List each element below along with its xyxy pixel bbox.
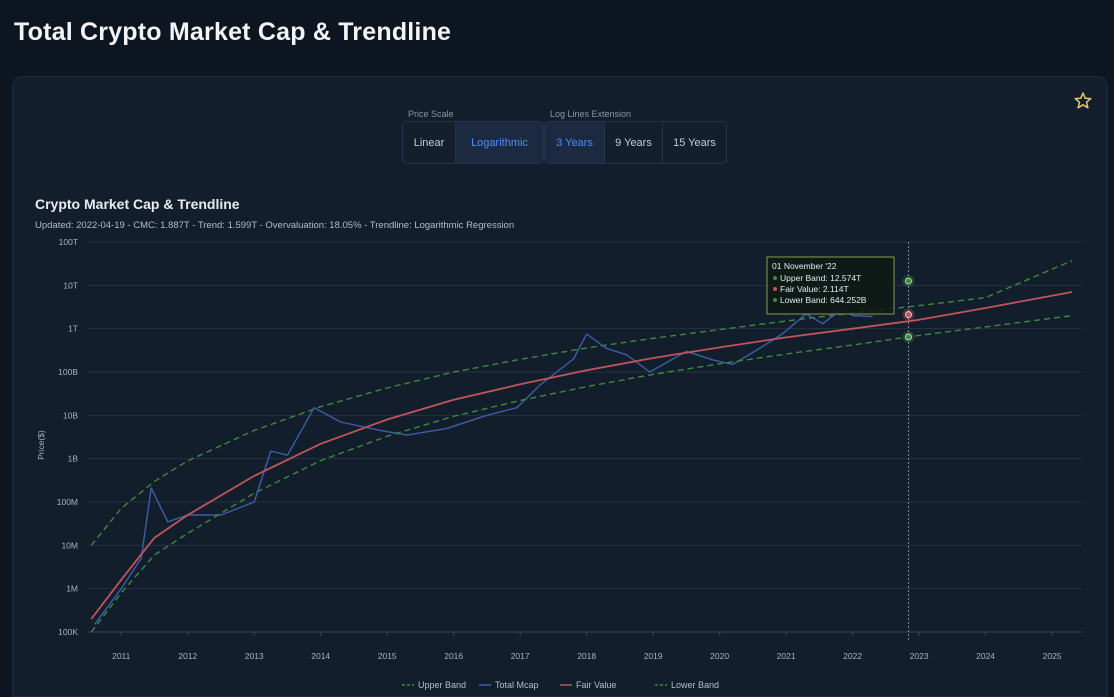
x-tick-label: 2023 (910, 651, 929, 661)
favorite-star-icon[interactable] (1073, 91, 1093, 111)
y-tick-label: 100K (58, 627, 78, 637)
legend-item-fair-value: Fair Value (576, 680, 616, 690)
x-tick-label: 2013 (245, 651, 264, 661)
tooltip-swatch (773, 276, 777, 280)
x-tick-label: 2022 (843, 651, 862, 661)
chart-card: Price Scale Linear Logarithmic Log Lines… (12, 76, 1108, 697)
series-line-lower-band (90, 314, 1073, 633)
chart-subtitle: Updated: 2022-04-19 - CMC: 1.887T - Tren… (35, 220, 515, 231)
y-tick-label: 100T (59, 237, 78, 247)
series-line-total-mcap (94, 307, 873, 625)
y-tick-label: 10M (61, 540, 78, 550)
y-tick-label: 100B (58, 367, 78, 377)
x-tick-label: 2019 (644, 651, 663, 661)
x-tick-label: 2012 (178, 651, 197, 661)
tooltip-box (766, 256, 895, 315)
price-scale-segment: Linear Logarithmic (402, 121, 544, 164)
log-extension-segment: 3 Years 9 Years 15 Years (544, 121, 727, 164)
tooltip-item: Upper Band: 12.574T (780, 273, 861, 283)
x-tick-label: 2017 (511, 651, 530, 661)
logarithmic-scale-button[interactable]: Logarithmic (456, 122, 543, 163)
price-scale-control: Price Scale Linear Logarithmic (402, 109, 544, 164)
x-tick-label: 2024 (976, 651, 995, 661)
tooltip-swatch (773, 287, 777, 291)
crosshair-marker (905, 277, 912, 285)
x-tick-label: 2021 (777, 651, 796, 661)
tooltip-swatch (773, 298, 777, 302)
tooltip-item: Fair Value: 2.114T (780, 284, 849, 294)
x-tick-label: 2011 (112, 651, 131, 661)
x-tick-label: 2020 (710, 651, 729, 661)
x-tick-label: 2025 (1043, 651, 1062, 661)
price-scale-label: Price Scale (408, 109, 454, 119)
crosshair-marker (905, 311, 912, 318)
x-tick-label: 2018 (577, 651, 596, 661)
log-extension-control: Log Lines Extension 3 Years 9 Years 15 Y… (544, 109, 727, 164)
extension-3-years-button[interactable]: 3 Years (545, 122, 605, 163)
y-tick-label: 10B (63, 410, 78, 420)
log-extension-label: Log Lines Extension (550, 109, 632, 119)
legend-item-total-mcap: Total Mcap (495, 680, 539, 690)
extension-9-years-button[interactable]: 9 Years (605, 122, 663, 163)
linear-scale-button[interactable]: Linear (403, 122, 456, 163)
series-line-fair-value (90, 291, 1073, 620)
page-title: Total Crypto Market Cap & Trendline (14, 18, 452, 46)
extension-15-years-button[interactable]: 15 Years (673, 136, 716, 149)
y-tick-label: 1T (68, 324, 78, 334)
tooltip-item: Lower Band: 644.252B (780, 295, 867, 305)
y-tick-label: 100M (57, 497, 78, 507)
y-tick-label: 1B (68, 454, 79, 464)
crosshair-marker (905, 333, 912, 341)
x-tick-label: 2015 (378, 651, 397, 661)
series-line-upper-band (90, 260, 1073, 546)
tooltip-date: 01 November '22 (772, 261, 837, 271)
y-axis-label: Price($) (36, 430, 46, 460)
chart-title: Crypto Market Cap & Trendline (35, 196, 240, 212)
legend-item-lower-band: Lower Band (671, 680, 719, 690)
y-tick-label: 1M (66, 584, 78, 594)
legend-item-upper-band: Upper Band (418, 680, 466, 690)
x-tick-label: 2016 (444, 651, 463, 661)
y-tick-label: 10T (63, 280, 78, 290)
x-tick-label: 2014 (311, 651, 330, 661)
